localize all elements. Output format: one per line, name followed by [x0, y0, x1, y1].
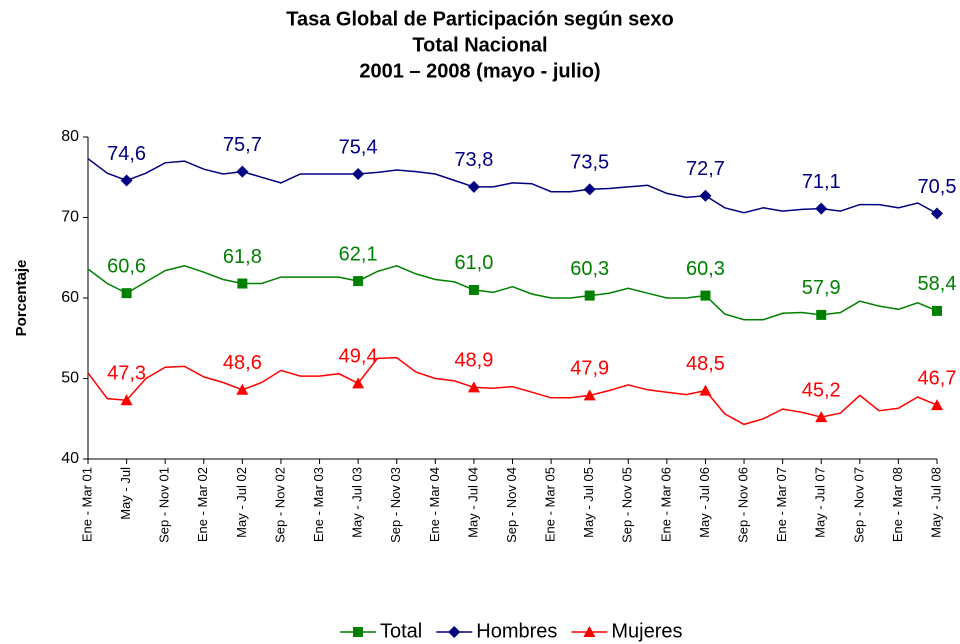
legend-label: Total [380, 620, 422, 642]
marker [584, 290, 595, 301]
x-tick-label: May - Jul [118, 467, 133, 520]
x-tick-label: May - Jul 08 [928, 467, 943, 538]
data-label: 47,9 [570, 358, 609, 380]
data-label: 57,9 [802, 277, 841, 299]
marker [467, 381, 480, 393]
marker [237, 278, 248, 289]
data-label: 62,1 [339, 243, 378, 265]
marker [816, 309, 827, 320]
marker [699, 189, 712, 202]
y-tick-label: 50 [61, 370, 79, 387]
x-tick-label: Sep - Nov 04 [504, 467, 519, 543]
data-label: 46,7 [918, 367, 957, 389]
marker [931, 399, 943, 411]
series-line [87, 356, 938, 426]
x-tick-label: Ene - Mar 08 [890, 467, 905, 542]
x-tick-label: May - Jul 05 [581, 467, 596, 538]
x-tick-label: Sep - Nov 06 [735, 467, 750, 543]
x-tick-label: Ene - Mar 01 [79, 467, 94, 542]
data-label: 60,3 [686, 258, 725, 280]
data-label: 47,3 [107, 363, 146, 385]
data-label: 48,9 [454, 350, 493, 372]
y-tick-label: 60 [61, 289, 79, 306]
marker [352, 168, 365, 181]
x-tick-label: Sep - Nov 05 [620, 467, 635, 543]
x-tick-label: Sep - Nov 02 [272, 467, 287, 543]
data-label: 60,3 [570, 258, 609, 280]
data-label: 73,8 [454, 149, 493, 171]
x-tick-label: Ene - Mar 04 [427, 467, 442, 542]
data-label: 49,4 [339, 346, 378, 368]
marker [353, 627, 363, 637]
marker [815, 411, 828, 423]
marker [468, 284, 479, 295]
marker [121, 288, 132, 299]
data-label: 61,8 [223, 246, 262, 268]
y-tick-label: 80 [61, 128, 79, 145]
marker [815, 202, 828, 215]
chart-title: Total Nacional [412, 34, 547, 56]
data-label: 72,7 [686, 158, 725, 180]
x-tick-label: May - Jul 06 [697, 467, 712, 538]
data-label: 73,5 [570, 152, 609, 174]
series-line [87, 265, 938, 321]
data-label: 70,5 [918, 176, 957, 198]
marker [583, 626, 596, 637]
data-label: 71,1 [802, 171, 841, 193]
legend-label: Hombres [476, 620, 557, 642]
marker [583, 183, 596, 196]
marker [467, 180, 480, 193]
y-tick-label: 70 [61, 209, 79, 226]
marker [120, 174, 133, 187]
x-tick-label: Ene - Mar 06 [658, 467, 673, 542]
marker [352, 377, 365, 389]
marker [932, 305, 942, 316]
marker [583, 389, 596, 401]
data-label: 48,5 [686, 353, 725, 375]
legend-label: Mujeres [611, 620, 682, 642]
data-label: 74,6 [107, 143, 146, 165]
x-tick-label: Sep - Nov 03 [388, 467, 403, 543]
x-tick-label: Ene - Mar 02 [195, 467, 210, 542]
marker [236, 165, 249, 178]
y-axis-label: Porcentaje [13, 260, 30, 337]
y-tick-label: 40 [61, 450, 79, 467]
marker [236, 383, 249, 395]
x-tick-label: May - Jul 07 [813, 467, 828, 538]
chart-title: Tasa Global de Participación según sexo [286, 8, 674, 30]
data-label: 61,0 [454, 252, 493, 274]
marker [120, 394, 133, 406]
x-tick-label: Sep - Nov 07 [851, 467, 866, 543]
data-label: 58,4 [918, 273, 957, 295]
x-tick-label: Ene - Mar 05 [543, 467, 558, 542]
chart-title: 2001 – 2008 (mayo - julio) [359, 60, 600, 82]
x-tick-label: Sep - Nov 01 [157, 467, 172, 543]
marker [353, 276, 364, 287]
x-tick-label: May - Jul 02 [234, 467, 249, 538]
data-label: 60,6 [107, 255, 146, 277]
x-tick-label: Ene - Mar 03 [311, 467, 326, 542]
data-label: 75,7 [223, 134, 262, 156]
x-tick-label: May - Jul 03 [350, 467, 365, 538]
data-label: 45,2 [802, 379, 841, 401]
x-tick-label: Ene - Mar 07 [774, 467, 789, 542]
marker [699, 384, 712, 396]
series-line [87, 158, 938, 215]
marker [931, 207, 943, 220]
x-tick-label: May - Jul 04 [465, 467, 480, 538]
data-label: 75,4 [339, 136, 378, 158]
data-label: 48,6 [223, 352, 262, 374]
marker [448, 626, 461, 638]
marker [700, 290, 711, 301]
